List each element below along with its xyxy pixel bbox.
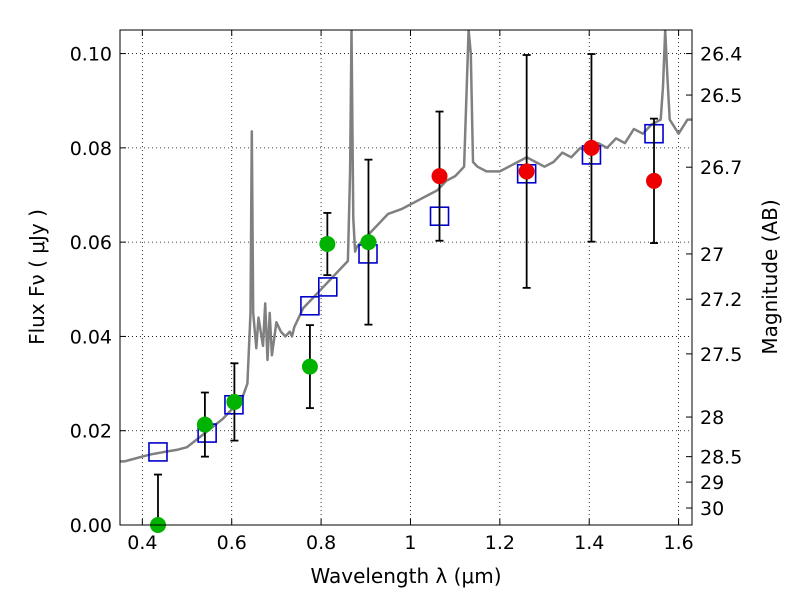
mag-tick-label: 26.7: [700, 157, 742, 179]
x-tick-label: 1.4: [574, 532, 604, 554]
axis-ticks: 0.4 0.6 0.8 1 1.2 1.4 1.6 0.00 0.02 0.04 0.06 0.08 0…: [70, 30, 742, 554]
spectrum-line: [120, 30, 692, 463]
mag-tick-label: 30: [700, 498, 724, 520]
y-tick-label: 0.04: [70, 326, 112, 348]
y-tick-label: 0.10: [70, 44, 112, 66]
mag-tick-label: 26.4: [700, 44, 742, 66]
photometry-point: [646, 172, 663, 189]
y-tick-label: 0.08: [70, 138, 112, 160]
mag-tick-label: 27.2: [700, 289, 742, 311]
photometry-point: [319, 236, 336, 253]
mag-tick-label: 28: [700, 407, 724, 429]
model-flux-square: [300, 295, 320, 316]
photometry-point: [583, 139, 600, 156]
y-axis-label: Flux Fν ( μJy ): [25, 209, 49, 345]
x-tick-label: 0.4: [127, 532, 157, 554]
model-flux-square: [148, 442, 168, 462]
mag-tick-label: 26.5: [700, 85, 742, 107]
mag-tick-label: 27.5: [700, 344, 742, 366]
x-tick-label: 1.2: [485, 532, 515, 554]
x-tick-label: 0.6: [217, 532, 247, 554]
x-tick-label: 1.6: [663, 532, 693, 554]
photometry-point: [518, 163, 535, 180]
photometry-point: [196, 416, 213, 433]
photometry-point: [431, 168, 448, 185]
plot-frame: [119, 29, 693, 526]
model-flux-square: [317, 277, 338, 297]
y-tick-label: 0.06: [70, 232, 112, 254]
mag-tick-label: 27: [700, 244, 724, 266]
y2-axis-label: Magnitude (AB): [758, 199, 782, 354]
y-tick-label: 0.02: [70, 421, 112, 443]
photometry-point: [226, 393, 243, 410]
mag-tick-label: 28.5: [700, 447, 742, 469]
photometry-point: [301, 358, 318, 375]
mag-tick-label: 29: [700, 472, 724, 494]
x-tick-label: 1: [404, 532, 416, 554]
y-tick-label: 0.00: [70, 515, 112, 537]
photometry-point: [360, 234, 377, 251]
x-tick-label: 0.8: [306, 532, 336, 554]
x-axis-label: Wavelength λ (μm): [310, 564, 501, 588]
